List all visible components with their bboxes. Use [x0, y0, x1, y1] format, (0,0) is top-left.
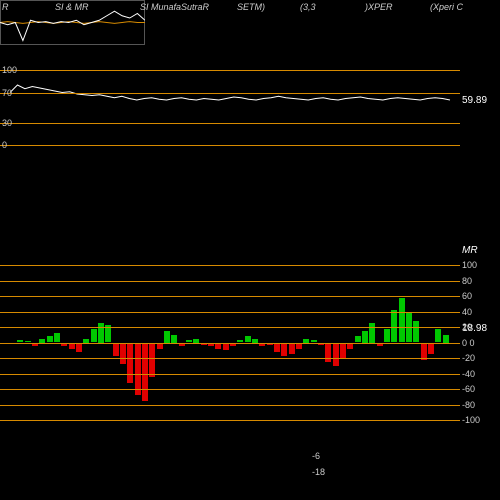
mr-bar: [399, 298, 405, 343]
header-label: )XPER: [365, 2, 393, 12]
mr-bar: [149, 343, 155, 378]
mr-gridline: [0, 327, 460, 328]
mr-bar: [113, 343, 119, 357]
mr-bar: [164, 331, 170, 343]
mr-axis-label: 40: [462, 307, 472, 317]
mr-bar: [274, 343, 280, 352]
mr-bar: [171, 335, 177, 343]
mr-bar: [340, 343, 346, 359]
rsi-gridline: [0, 70, 460, 71]
mr-axis-label: -80: [462, 400, 475, 410]
mr-bar: [76, 343, 82, 352]
rsi-gridline: [0, 123, 460, 124]
mr-bar: [54, 333, 60, 342]
mr-bar: [421, 343, 427, 360]
mr-gridline: [0, 374, 460, 375]
header-label: (Xperi C: [430, 2, 463, 12]
mr-axis-label: -60: [462, 384, 475, 394]
mr-gridline: [0, 389, 460, 390]
mr-bar: [281, 343, 287, 357]
mini-axis-label: -18: [312, 467, 325, 477]
mr-bar: [127, 343, 133, 383]
mr-bar: [413, 321, 419, 343]
mr-axis-label: 20: [462, 322, 472, 332]
rsi-axis-label: 30: [2, 118, 12, 128]
rsi-line-chart: [0, 70, 460, 145]
rsi-current-value: 59.89: [462, 95, 487, 106]
mr-bar: [435, 329, 441, 343]
mini-panel: [0, 0, 145, 45]
mr-gridline: [0, 265, 460, 266]
rsi-axis-label: 0: [2, 140, 7, 150]
mr-gridline: [0, 420, 460, 421]
header-label: SI MunafaSutraR: [140, 2, 209, 12]
mr-bar: [223, 343, 229, 351]
mr-bar: [362, 331, 368, 343]
mr-gridline: [0, 312, 460, 313]
mr-bar: [135, 343, 141, 396]
header-label: SETM): [237, 2, 265, 12]
mini-chart: [0, 0, 145, 45]
mr-title: MR: [462, 245, 478, 256]
mr-axis-label: 100: [462, 260, 477, 270]
rsi-axis-label: 70: [2, 88, 12, 98]
mr-bar: [120, 343, 126, 365]
mr-bar: [333, 343, 339, 366]
mr-bar: [428, 343, 434, 355]
mr-axis-label: 0 0: [462, 338, 475, 348]
mr-bar: [443, 335, 449, 343]
rsi-axis-label: 100: [2, 65, 17, 75]
mr-gridline: [0, 358, 460, 359]
mr-bar: [142, 343, 148, 401]
mr-bar: [384, 329, 390, 343]
mr-bar: [289, 343, 295, 355]
mr-gridline: [0, 405, 460, 406]
mr-axis-label: 60: [462, 291, 472, 301]
rsi-gridline: [0, 93, 460, 94]
mr-gridline: [0, 343, 460, 344]
mr-gridline: [0, 296, 460, 297]
rsi-panel: [0, 70, 460, 145]
header-label: (3,3: [300, 2, 316, 12]
mr-axis-label: -20: [462, 353, 475, 363]
rsi-gridline: [0, 145, 460, 146]
mr-bar: [91, 329, 97, 343]
mr-axis-label: -40: [462, 369, 475, 379]
mr-gridline: [0, 281, 460, 282]
mini-axis-label: -6: [312, 451, 320, 461]
mr-axis-label: 80: [462, 276, 472, 286]
mr-axis-label: -100: [462, 415, 480, 425]
